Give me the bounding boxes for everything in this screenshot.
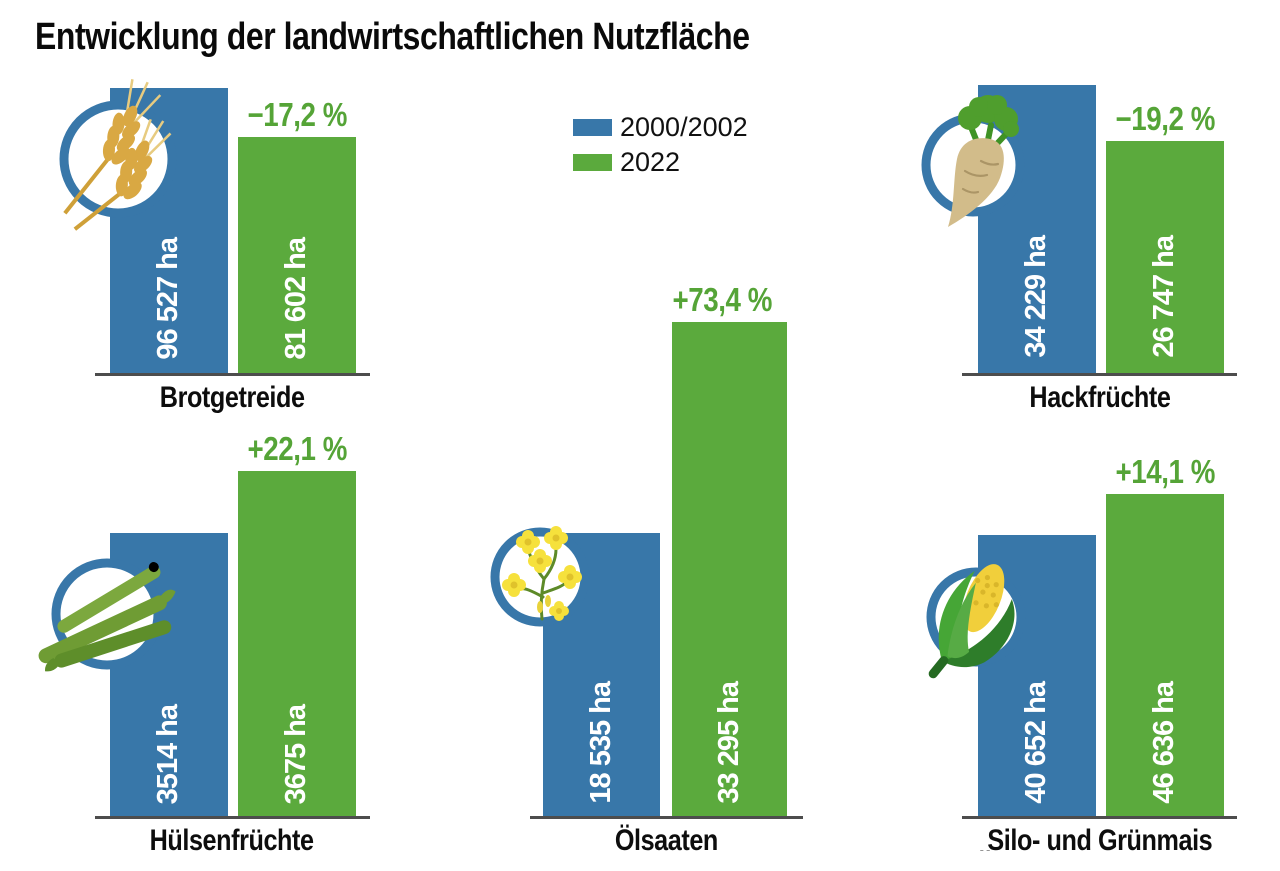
bar-value: 18 535 ha [584,682,617,804]
bar-value: 3514 ha [152,704,185,804]
value-2022-brotgetreide: 81 602 ha [238,137,356,360]
axis-oelsaaten [530,816,803,819]
bar-value: 34 229 ha [1020,236,1053,358]
change-label-silo-gruenmais: +14,1 % [1015,453,1280,490]
category-text: Ölsaaten [614,824,718,857]
category-text: Brotgetreide [159,381,305,414]
category-label-oelsaaten: Ölsaaten [466,824,866,859]
rapeseed-flowers [502,526,582,621]
bar-2022-hackfruechte [1106,141,1224,373]
corn-icon [926,564,1026,679]
change-label-hackfruechte: −19,2 % [1015,100,1280,137]
page-title-text: Entwicklung der landwirtschaftlichen Nut… [35,16,750,58]
bar-2022-brotgetreide [238,137,356,375]
change-value: −17,2 % [247,96,347,133]
category-label-hackfruechte: Hackfrüchte [900,381,1280,416]
page-title: Entwicklung der landwirtschaftlichen Nut… [35,16,886,59]
change-value: −19,2 % [1115,100,1215,137]
axis-hackfruechte [962,373,1237,376]
value-2022-hackfruechte: 26 747 ha [1106,141,1224,358]
value-2022-oelsaaten: 33 295 ha [672,322,787,804]
change-label-oelsaaten: +73,4 % [572,281,872,318]
axis-brotgetreide [95,373,370,376]
bar-value: 33 295 ha [712,682,745,804]
category-label-silo-gruenmais: Silo- und Grünmais [900,824,1280,859]
change-value: +73,4 % [672,281,772,318]
category-label-brotgetreide: Brotgetreide [32,381,432,416]
axis-huelsenfruechte [95,816,370,819]
legend-swatch-green [573,154,612,171]
bar-value: 3675 ha [280,704,313,804]
legend-swatch-blue [573,119,612,136]
bar-value: 96 527 ha [152,238,185,360]
beet-icon [921,95,1025,227]
legend-item-2000-2002: 2000/2002 [573,114,748,141]
bar-value: 81 602 ha [280,238,313,360]
bar-value: 40 652 ha [1020,682,1053,804]
bar-2022-huelsenfruechte [238,471,356,816]
bar-value: 46 636 ha [1148,682,1181,804]
value-2022-silo-gruenmais: 46 636 ha [1106,494,1224,804]
bar-value: 26 747 ha [1148,236,1181,358]
change-value: +22,1 % [247,430,347,467]
bar-2022-silo-gruenmais [1106,494,1224,816]
change-value: +14,1 % [1115,453,1215,490]
legend-label: 2022 [620,147,681,177]
change-label-huelsenfruechte: +22,1 % [147,430,447,467]
beans-icon [38,558,176,672]
value-2022-huelsenfruechte: 3675 ha [238,471,356,804]
change-label-brotgetreide: −17,2 % [147,96,447,133]
bar-2022-oelsaaten [672,322,787,816]
wheat-icon [59,79,177,231]
rapeseed-icon [490,526,590,627]
category-label-huelsenfruechte: Hülsenfrüchte [32,824,432,859]
legend-label: 2000/2002 [620,112,748,142]
category-text: Hackfrüchte [1029,381,1171,414]
cropped-text-fragment: ¨ [980,850,990,870]
legend-item-2022: 2022 [573,149,680,176]
axis-silo-gruenmais [962,816,1237,819]
category-text: Silo- und Grünmais [987,824,1213,857]
category-text: Hülsenfrüchte [150,824,314,857]
